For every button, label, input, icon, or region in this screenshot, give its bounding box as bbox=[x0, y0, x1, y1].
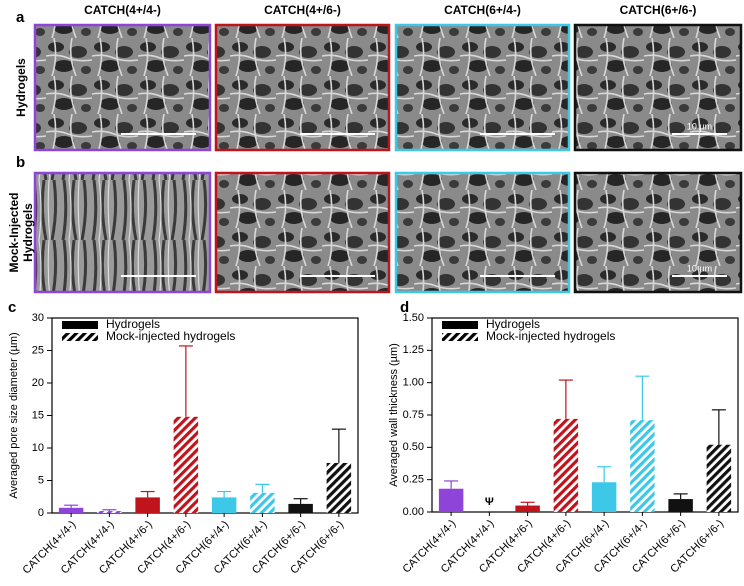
sem-images: 10 µm 10 µm bbox=[33, 23, 743, 294]
column-header: CATCH(4+/4-) bbox=[84, 3, 161, 17]
panel-label: a bbox=[16, 9, 25, 26]
y-axis-title: Averaged pore size diameter (µm) bbox=[8, 332, 20, 498]
panel-label: b bbox=[16, 154, 25, 171]
bar bbox=[591, 482, 617, 512]
legend-label: Mock-injected hydrogels bbox=[106, 329, 235, 343]
bar bbox=[706, 444, 732, 512]
sem-image bbox=[33, 171, 212, 294]
bar bbox=[438, 488, 464, 512]
y-tick-label: 0.25 bbox=[403, 474, 424, 486]
bar bbox=[173, 416, 199, 513]
sem-image bbox=[33, 23, 212, 152]
legend-swatch bbox=[62, 321, 98, 329]
annotation: Ψ bbox=[485, 496, 494, 508]
legend-label: Mock-injected hydrogels bbox=[486, 329, 615, 343]
bar bbox=[211, 497, 237, 513]
sem-image bbox=[394, 23, 571, 152]
panel-label: d bbox=[400, 299, 409, 316]
sem-image bbox=[214, 171, 391, 294]
legend-swatch bbox=[442, 333, 478, 341]
row-label: Hydrogels bbox=[21, 203, 35, 262]
plot-frame bbox=[51, 317, 359, 514]
panel-label: c bbox=[8, 299, 16, 316]
bar bbox=[250, 492, 275, 513]
bar bbox=[553, 418, 579, 512]
y-tick-label: 0.75 bbox=[403, 409, 424, 421]
y-tick-label: 10 bbox=[32, 442, 44, 454]
y-tick-label: 0.50 bbox=[403, 441, 424, 453]
plot-frame bbox=[431, 317, 739, 513]
y-tick-label: 1.25 bbox=[403, 344, 424, 356]
y-tick-label: 1.50 bbox=[403, 312, 424, 324]
sem-image bbox=[394, 171, 571, 294]
y-tick-label: 0 bbox=[38, 507, 44, 519]
y-tick-label: 20 bbox=[32, 377, 44, 389]
scale-bar-label: 10 µm bbox=[687, 263, 712, 273]
y-tick-label: 30 bbox=[32, 312, 44, 324]
bar bbox=[515, 505, 540, 512]
legend-swatch bbox=[442, 321, 478, 329]
bar bbox=[288, 503, 313, 513]
sem-image bbox=[214, 23, 391, 152]
bar bbox=[326, 462, 352, 513]
y-tick-label: 0.00 bbox=[403, 506, 424, 518]
bar bbox=[630, 420, 655, 512]
bar bbox=[135, 497, 160, 513]
sem-image bbox=[573, 23, 743, 152]
column-header: CATCH(6+/4-) bbox=[444, 3, 521, 17]
y-tick-label: 15 bbox=[32, 409, 44, 421]
y-tick-label: 25 bbox=[32, 344, 44, 356]
y-axis-title: Averaged wall thickness (µm) bbox=[388, 343, 400, 487]
column-header: CATCH(6+/6-) bbox=[620, 3, 697, 17]
row-label: Mock-Injected bbox=[7, 192, 21, 272]
y-tick-label: 1.00 bbox=[403, 377, 424, 389]
scale-bar-label: 10 µm bbox=[687, 121, 712, 131]
legend-swatch bbox=[62, 333, 98, 341]
column-header: CATCH(4+/6-) bbox=[264, 3, 341, 17]
bar bbox=[668, 499, 693, 512]
bar bbox=[58, 507, 84, 513]
row-label: Hydrogels bbox=[14, 58, 28, 117]
sem-image bbox=[573, 171, 743, 294]
legend-label: Hydrogels bbox=[106, 317, 160, 331]
y-tick-label: 5 bbox=[38, 474, 44, 486]
bar bbox=[97, 511, 122, 513]
legend-label: Hydrogels bbox=[486, 317, 540, 331]
